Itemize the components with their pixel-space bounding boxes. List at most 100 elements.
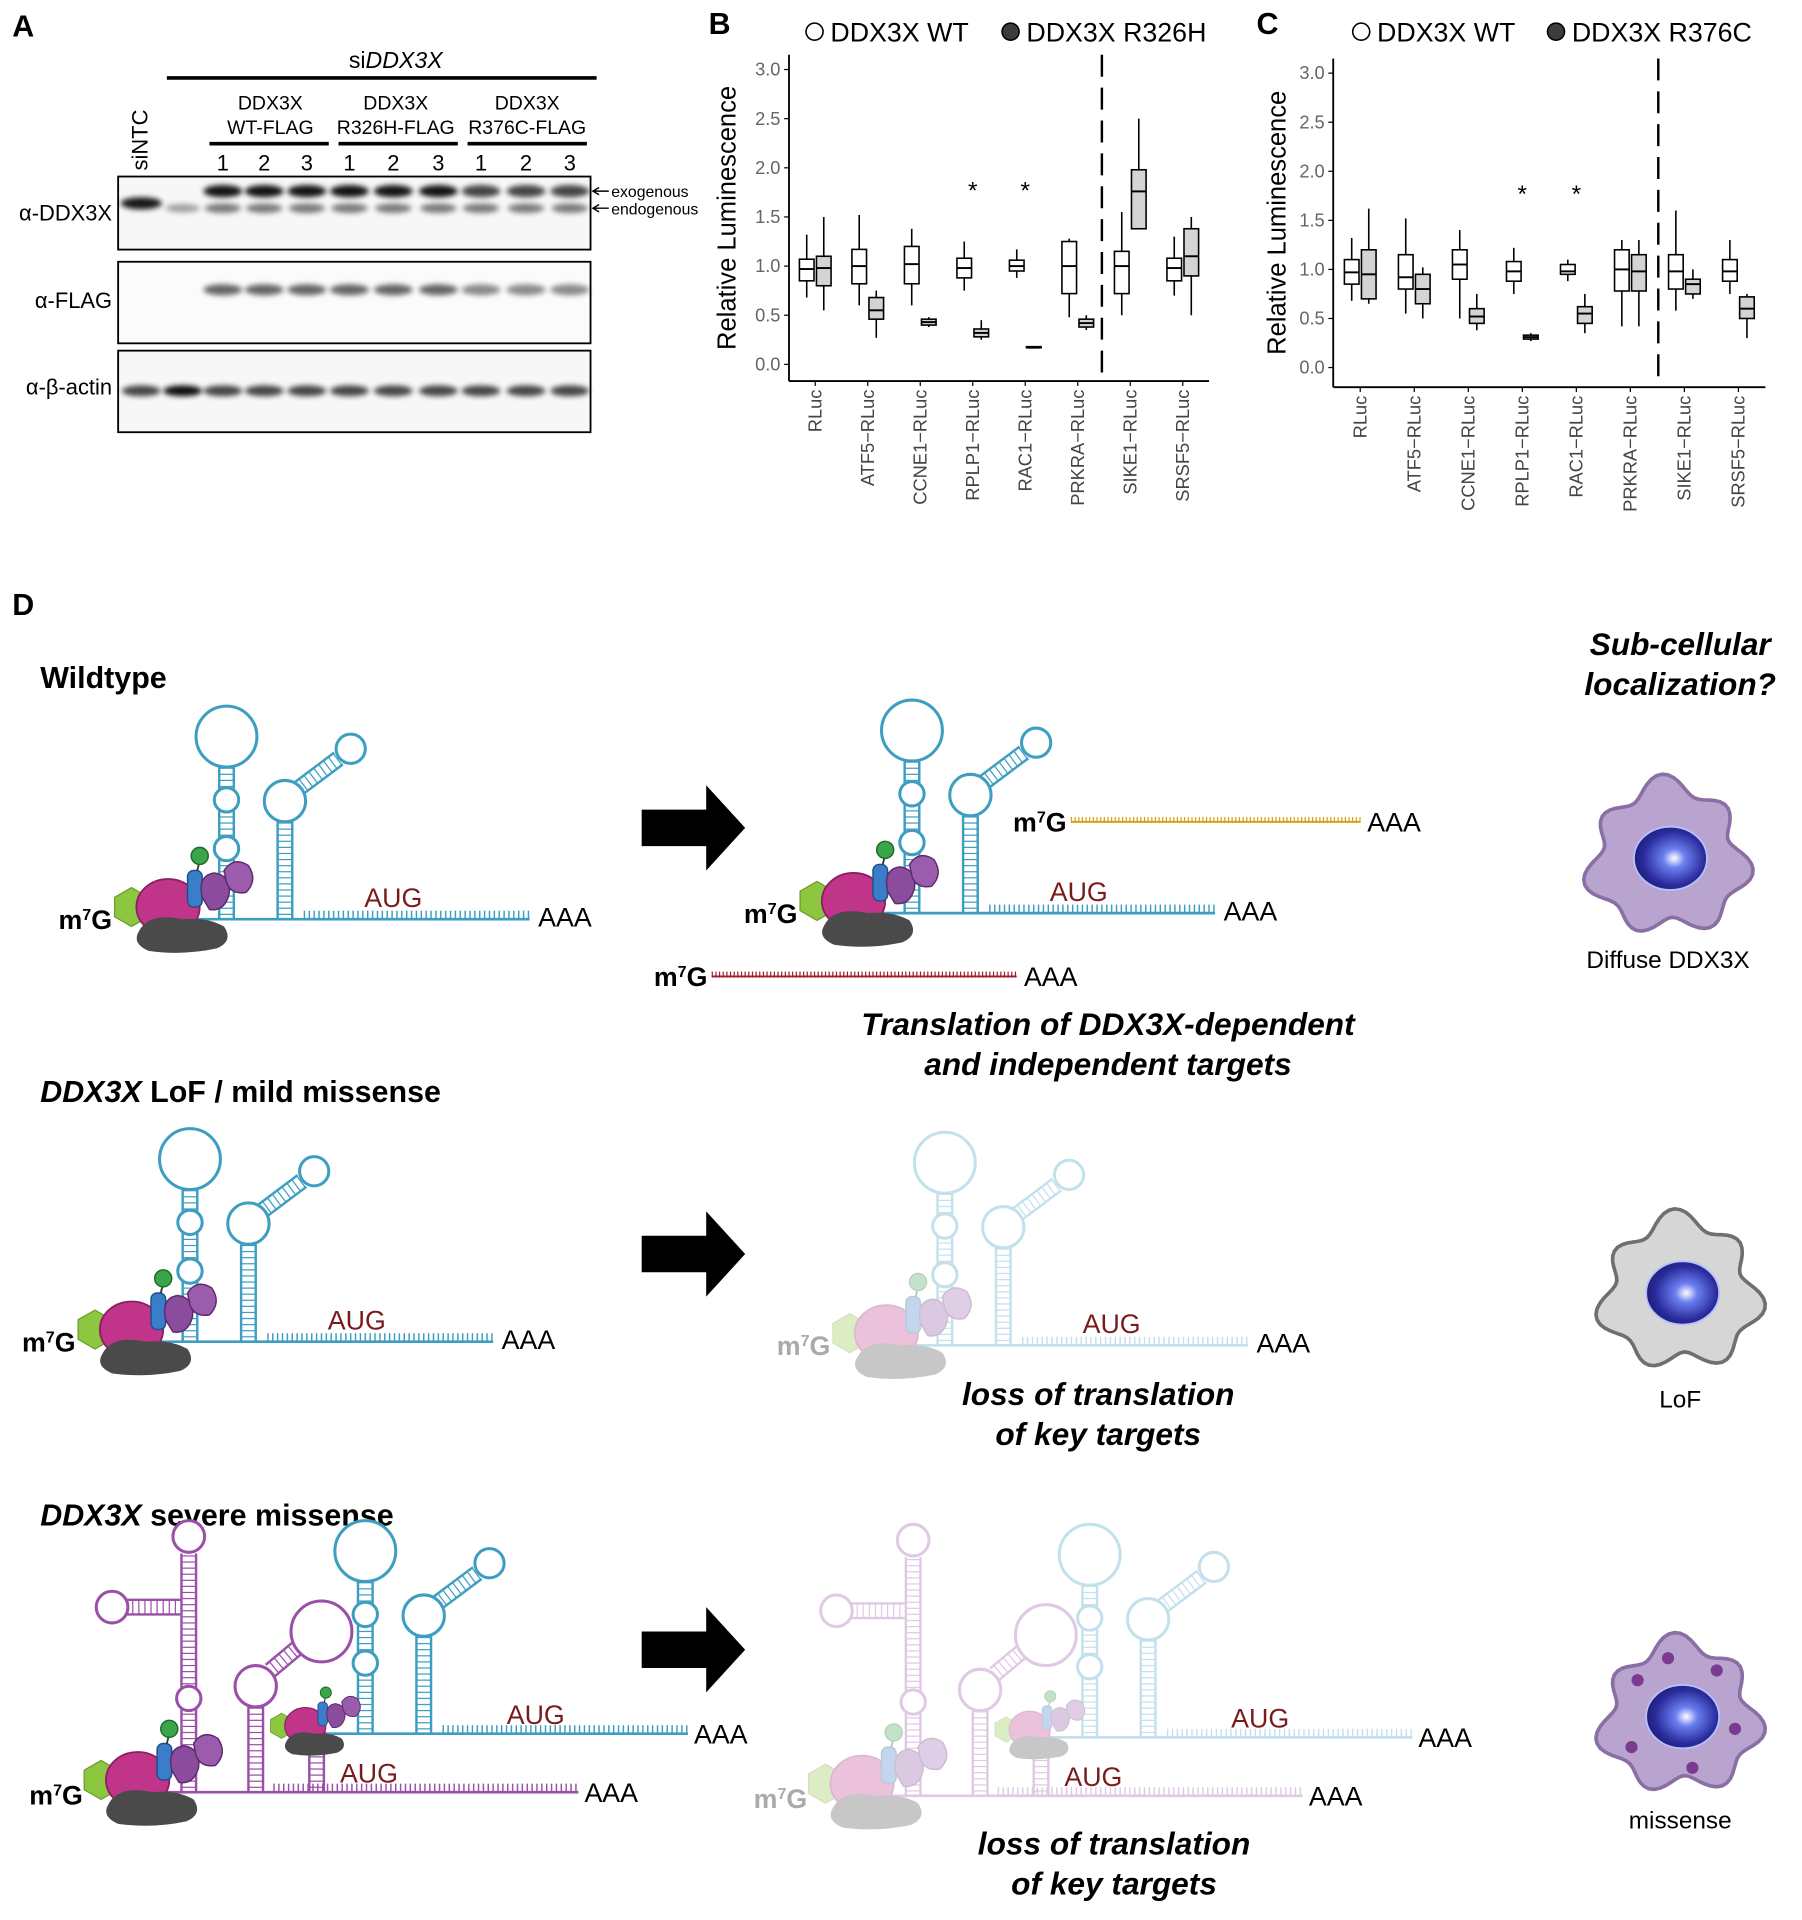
poly-a: AAA [694, 1719, 748, 1749]
cell-label: Diffuse DDX3X [1586, 947, 1749, 974]
row-title-part: DDX3X [40, 1075, 143, 1109]
rna-rung [1026, 1197, 1037, 1210]
rna-loop [1024, 1728, 1053, 1756]
ribosome-subunit [284, 1732, 344, 1756]
rna-loop [1076, 1604, 1104, 1632]
ddx3x [918, 1298, 949, 1337]
cap-label-part: 7 [82, 906, 91, 924]
cap-label: m7G [1013, 808, 1067, 838]
rna-rung [471, 1567, 482, 1580]
antibody-label: α-β-actin [26, 374, 112, 399]
rna-rung [327, 756, 338, 770]
cap-label: m7G [29, 1780, 83, 1810]
row-title-part: LoF / mild missense [142, 1075, 441, 1109]
process-arrow [641, 1211, 746, 1297]
ddx3x-partner [190, 846, 209, 866]
rna-rung [1021, 1201, 1032, 1214]
box [903, 245, 920, 285]
cap-label-part: 7 [801, 1332, 810, 1350]
construct-label: DDX3X [495, 93, 560, 115]
rna-rung [1186, 1578, 1196, 1591]
granule [1728, 1722, 1742, 1735]
blot-band [329, 385, 369, 397]
y-tick-label: 0.5 [755, 304, 780, 325]
eif4a [156, 1742, 173, 1781]
start-codon: AUG [1050, 877, 1108, 907]
rna-loop [1057, 1522, 1122, 1587]
blot-band [244, 284, 284, 296]
eif4a [905, 1295, 922, 1334]
eif4g [1008, 1710, 1051, 1749]
cap-label-part: 7 [46, 1328, 55, 1346]
y-tick-label: 2.5 [755, 108, 780, 129]
band-label: endogenous [611, 201, 698, 218]
x-tick-label: PRKRA−RLuc [1619, 396, 1640, 512]
rna-loop [898, 828, 926, 857]
rna-loop [351, 1649, 379, 1677]
row-caption: and independent targets [924, 1046, 1291, 1082]
rna-loop [176, 1257, 204, 1285]
blot-band [373, 385, 413, 397]
start-codon: AUG [340, 1758, 398, 1788]
y-axis-label: Relative Luminescence [713, 86, 741, 350]
rna-rung [451, 1582, 462, 1595]
eif4a [317, 1701, 328, 1727]
ddx3x-partner [908, 1272, 928, 1292]
heading: Sub-cellular [1590, 626, 1773, 662]
replicate-label: 1 [217, 150, 229, 175]
blot-frame [117, 260, 592, 345]
rna-strand [294, 751, 335, 783]
mrna-diagram [832, 1130, 1248, 1379]
ribosome-subunit [100, 1339, 192, 1376]
cap-label: m7G [58, 905, 112, 935]
rna-strand [979, 745, 1021, 777]
ddx3x [908, 854, 939, 888]
poly-a: AAA [502, 1325, 556, 1355]
rna-loop [948, 772, 993, 818]
granule [1625, 1741, 1638, 1754]
ribosome-subunit [854, 1343, 946, 1379]
rna-rung [1031, 1193, 1042, 1207]
rna-strand [1021, 1189, 1062, 1221]
significance-mark: * [968, 177, 978, 204]
cap-label-part: G [786, 1784, 807, 1814]
cap-label-part: m [777, 1331, 801, 1361]
replicate-label: 3 [564, 150, 576, 175]
mrna-diagram [807, 1522, 1413, 1830]
ddx3x-partner [884, 1723, 903, 1742]
blot-band [418, 385, 458, 397]
legend-label: DDX3X WT [830, 17, 968, 47]
ribosome-subunit [1009, 1736, 1069, 1760]
rna-rung [1013, 750, 1023, 764]
y-tick-label: 2.0 [1299, 160, 1324, 181]
blot-band [329, 185, 369, 198]
rna-strand [989, 1643, 1021, 1670]
cell-label: LoF [1659, 1386, 1701, 1413]
rna-rung [993, 1664, 1004, 1677]
rna-strand [264, 1639, 296, 1666]
y-tick-label: 1.5 [755, 206, 780, 227]
blot-band [461, 385, 501, 397]
nucleus [1645, 1260, 1721, 1326]
rna-loop [334, 732, 367, 765]
eif4a [1041, 1705, 1053, 1730]
stalk [1048, 1699, 1051, 1706]
ribosome-subunit [830, 1793, 922, 1830]
cap-binding-protein [807, 1763, 844, 1804]
box [1397, 253, 1414, 290]
rna-loop [1052, 1158, 1086, 1192]
cap-label-part: m [22, 1327, 46, 1357]
rna-rung [447, 1585, 457, 1599]
cap-label: m7G [744, 899, 798, 929]
rna-rung [308, 771, 319, 784]
granule [1686, 1761, 1699, 1774]
blot-band [550, 185, 590, 198]
cap-label-part: m [58, 905, 82, 935]
ddx3x [917, 1737, 948, 1771]
rna-loop [819, 1593, 854, 1629]
rna-strand [998, 1654, 1030, 1681]
sirna-label-part: DDX3X [366, 47, 445, 73]
granule [1710, 1664, 1723, 1677]
rna-rung [988, 768, 999, 782]
cap-label-part: m [744, 899, 768, 929]
